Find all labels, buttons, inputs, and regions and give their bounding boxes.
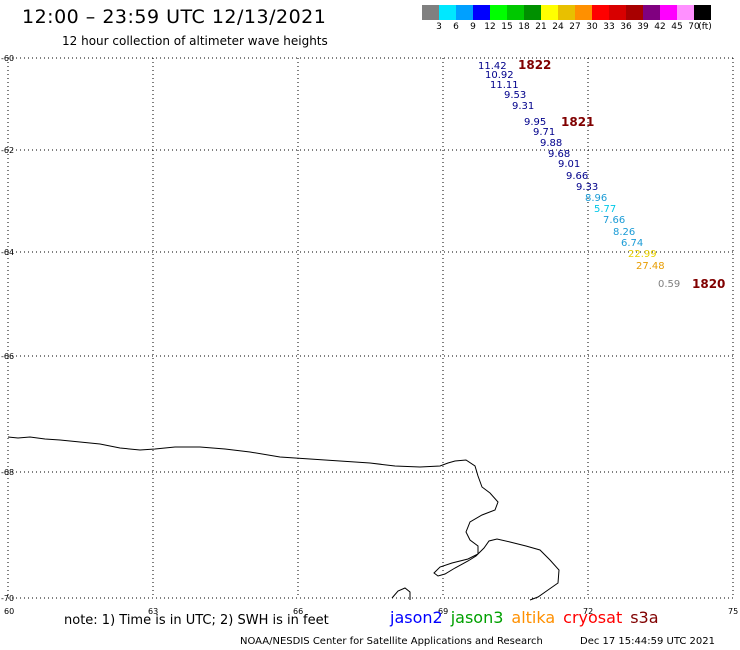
footer-note: note: 1) Time is in UTC; 2) SWH is in fe…: [64, 613, 329, 628]
legend-value: 70: [688, 22, 700, 32]
wave-height-value: 6.74: [621, 238, 643, 249]
legend-swatch: [694, 5, 711, 20]
legend-swatch: [643, 5, 660, 20]
wave-height-value: 9.33: [576, 182, 598, 193]
legend-value: 24: [552, 22, 564, 32]
legend-value: 42: [654, 22, 666, 32]
legend-value: 15: [501, 22, 513, 32]
wave-height-value: 7.66: [603, 215, 625, 226]
longitude-label: 63: [148, 607, 158, 616]
legend-value: 21: [535, 22, 547, 32]
wave-height-value: 22.99: [628, 249, 657, 260]
satellite-name: jason3: [450, 608, 504, 627]
wave-height-value: 11.42: [478, 61, 507, 72]
latitude-label: -62: [1, 146, 14, 155]
latitude-label: -60: [1, 54, 14, 63]
wave-height-track: 11.4210.9211.119.539.319.959.719.889.689…: [478, 61, 680, 290]
latitude-label: -64: [1, 248, 14, 257]
legend-value: 6: [453, 22, 459, 32]
legend-swatch: [524, 5, 541, 20]
wave-height-value: 9.53: [504, 90, 526, 101]
longitude-label: 72: [583, 607, 593, 616]
wave-height-value: 5.77: [594, 204, 616, 215]
wave-height-value: 9.31: [512, 101, 534, 112]
legend-swatch: [626, 5, 643, 20]
latitude-label: -66: [1, 352, 14, 361]
legend-value: 12: [484, 22, 496, 32]
legend-swatch: [592, 5, 609, 20]
axis-labels: -60 -62 -64 -66 -68 -70 60 63 66 69 72 75: [1, 54, 738, 616]
coastline: [7, 436, 560, 601]
longitude-label: 69: [438, 607, 448, 616]
legend-swatch: [558, 5, 575, 20]
legend-value: 30: [586, 22, 598, 32]
wave-height-value: 11.11: [490, 80, 519, 91]
latitude-label: -68: [1, 468, 14, 477]
wave-height-value: 9.01: [558, 159, 580, 170]
lat-lon-grid: [7, 57, 734, 599]
legend-swatch: [541, 5, 558, 20]
pass-time-labels: 1822 1821 1820: [518, 58, 725, 291]
wave-height-value: 27.48: [636, 261, 665, 272]
satellite-name: jason2: [390, 608, 443, 627]
longitude-label: 66: [293, 607, 303, 616]
wave-height-value: 10.92: [485, 70, 514, 81]
legend-value: 27: [569, 22, 581, 32]
legend-value: 33: [603, 22, 615, 32]
color-scale-labels: 3 6 9 12 15 18 21 24 27 30 33 36 39 42 45 70 (ft): [422, 22, 740, 34]
legend-swatch: [439, 5, 456, 20]
legend-swatch: [660, 5, 677, 20]
coastline-lower: [391, 587, 411, 600]
satellite-name: s3a: [630, 608, 659, 627]
wave-height-value: 9.66: [566, 171, 588, 182]
legend-swatch: [507, 5, 524, 20]
wave-height-value: 9.88: [540, 138, 562, 149]
legend-value: 9: [470, 22, 476, 32]
generated-timestamp: Dec 17 15:44:59 UTC 2021: [580, 636, 715, 647]
legend-value: 3: [436, 22, 442, 32]
legend-swatch: [456, 5, 473, 20]
satellite-legend: jason2 jason3 altika cryosat s3a: [390, 608, 667, 627]
wave-height-value: 0.59: [658, 279, 680, 290]
latitude-label: -70: [1, 594, 14, 603]
color-scale-legend: [422, 5, 711, 20]
legend-swatch: [609, 5, 626, 20]
wave-height-value: 9.95: [524, 117, 546, 128]
wave-height-value: 9.71: [533, 127, 555, 138]
credit-line: NOAA/NESDIS Center for Satellite Applica…: [240, 636, 543, 647]
legend-value: 39: [637, 22, 649, 32]
wave-height-value: 9.68: [548, 149, 570, 160]
satellite-name: altika: [511, 608, 556, 627]
legend-value: 36: [620, 22, 632, 32]
map-subtitle: 12 hour collection of altimeter wave hei…: [62, 34, 328, 48]
legend-swatch: [575, 5, 592, 20]
legend-unit: (ft): [698, 22, 712, 32]
longitude-label: 60: [4, 607, 14, 616]
legend-swatch: [473, 5, 490, 20]
pass-time-label: 1820: [692, 277, 725, 291]
legend-swatch: [490, 5, 507, 20]
legend-value: 18: [518, 22, 530, 32]
pass-time-label: 1821: [561, 115, 594, 129]
legend-swatch: [422, 5, 439, 20]
wave-height-value: 8.96: [585, 193, 607, 204]
satellite-name: cryosat: [563, 608, 623, 627]
wave-height-value: 8.26: [613, 227, 635, 238]
longitude-label: 75: [728, 607, 738, 616]
legend-value: 45: [671, 22, 683, 32]
pass-time-label: 1822: [518, 58, 551, 72]
map-title: 12:00 – 23:59 UTC 12/13/2021: [22, 6, 327, 28]
legend-swatch: [677, 5, 694, 20]
